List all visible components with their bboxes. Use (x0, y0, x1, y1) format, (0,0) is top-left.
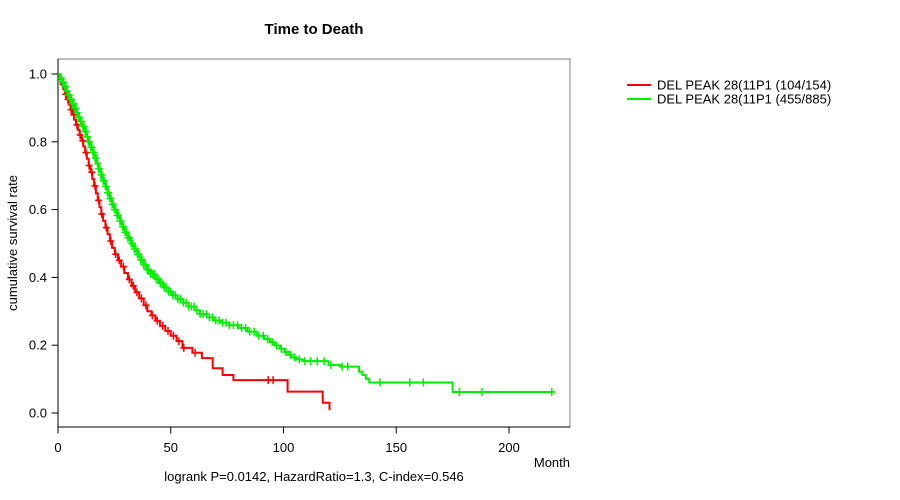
y-tick-label: 1.0 (29, 67, 47, 82)
survival-curves (56, 73, 556, 411)
survival-curve-green (58, 73, 552, 393)
x-tick-label: 150 (385, 440, 407, 455)
x-tick-label: 200 (498, 440, 520, 455)
chart-title: Time to Death (265, 21, 364, 38)
x-tick-label: 0 (54, 440, 61, 455)
x-tick-label: 100 (273, 440, 295, 455)
legend-label-red: DEL PEAK 28(11P1 (104/154) (657, 78, 831, 93)
censor-marks-green (56, 74, 556, 396)
y-tick-label: 0.8 (29, 134, 47, 149)
survival-curve-red (58, 73, 331, 411)
y-axis-ticks: 0.0 0.2 0.4 0.6 0.8 1.0 (29, 67, 58, 421)
censor-marks-red (59, 80, 277, 385)
x-tick-label: 50 (164, 440, 178, 455)
y-axis-title: cumulative survival rate (5, 175, 20, 311)
legend: DEL PEAK 28(11P1 (104/154) DEL PEAK 28(1… (627, 78, 831, 107)
x-axis-title: Month (534, 455, 570, 470)
legend-label-green: DEL PEAK 28(11P1 (455/885) (657, 92, 831, 107)
y-tick-label: 0.6 (29, 202, 47, 217)
y-tick-label: 0.0 (29, 406, 47, 421)
stats-annotation: logrank P=0.0142, HazardRatio=1.3, C-ind… (164, 469, 464, 484)
y-tick-label: 0.2 (29, 338, 47, 353)
y-tick-label: 0.4 (29, 270, 47, 285)
x-axis-ticks: 0 50 100 150 200 (54, 427, 520, 455)
